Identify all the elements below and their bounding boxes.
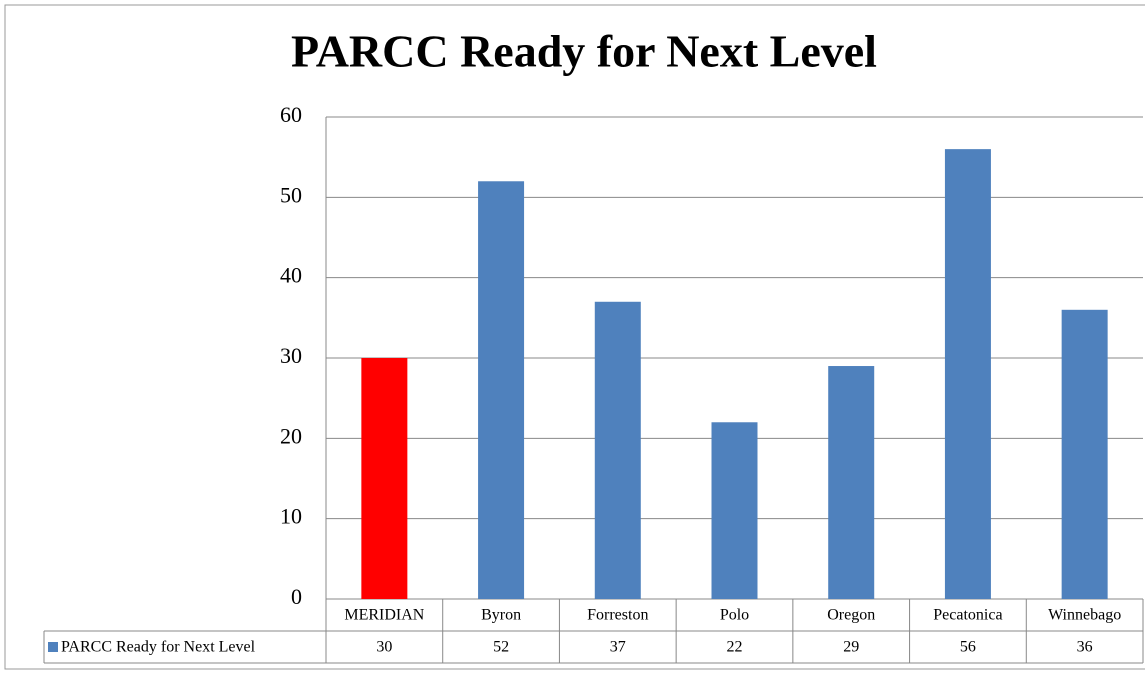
x-tick-label: Polo bbox=[720, 607, 749, 624]
chart-title: PARCC Ready for Next Level bbox=[291, 26, 877, 77]
x-tick-label: Oregon bbox=[827, 607, 875, 624]
y-tick-label: 60 bbox=[280, 102, 302, 127]
x-tick-label: Winnebago bbox=[1048, 607, 1121, 624]
table-value: 30 bbox=[376, 639, 392, 656]
y-tick-label: 10 bbox=[280, 504, 302, 529]
table-value: 36 bbox=[1077, 639, 1093, 656]
bar bbox=[478, 181, 525, 599]
table-value: 37 bbox=[610, 639, 626, 656]
x-tick-label: Forreston bbox=[587, 607, 648, 624]
bar bbox=[828, 366, 875, 599]
x-tick-label: MERIDIAN bbox=[344, 607, 424, 624]
bar bbox=[944, 149, 991, 599]
x-tick-label: Pecatonica bbox=[933, 607, 1002, 624]
legend-swatch bbox=[48, 642, 58, 652]
y-tick-label: 0 bbox=[291, 584, 302, 609]
legend-label: PARCC Ready for Next Level bbox=[61, 639, 256, 656]
bar bbox=[361, 358, 408, 599]
table-value: 52 bbox=[493, 639, 509, 656]
table-value: 29 bbox=[843, 639, 859, 656]
y-tick-label: 40 bbox=[280, 263, 302, 288]
table-value: 56 bbox=[960, 639, 976, 656]
bar bbox=[594, 301, 641, 599]
y-tick-label: 20 bbox=[280, 423, 302, 448]
x-tick-label: Byron bbox=[481, 607, 521, 624]
y-tick-label: 50 bbox=[280, 182, 302, 207]
bar bbox=[1061, 309, 1108, 599]
y-tick-label: 30 bbox=[280, 343, 302, 368]
table-value: 22 bbox=[727, 639, 743, 656]
bar bbox=[711, 422, 758, 599]
